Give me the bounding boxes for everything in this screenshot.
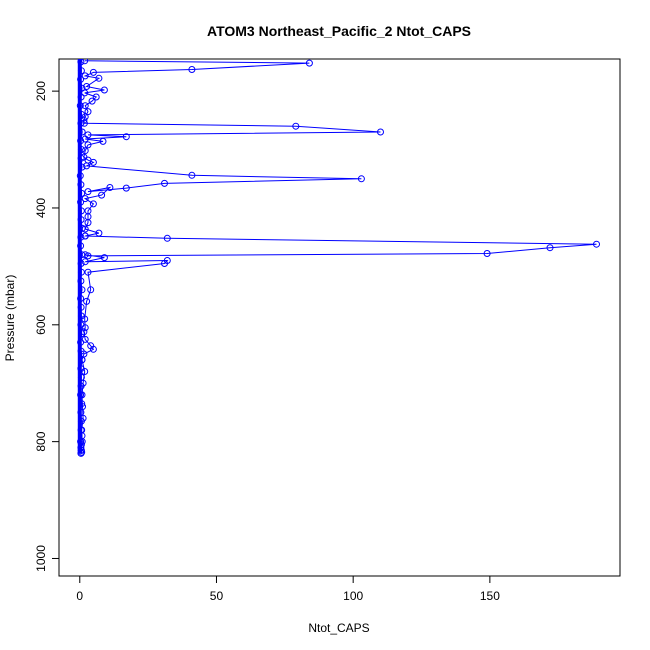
plot-area	[76, 59, 600, 457]
data-point	[81, 258, 89, 266]
x-tick-label: 100	[343, 589, 363, 603]
data-point	[89, 158, 97, 166]
data-point	[122, 184, 130, 192]
data-point	[377, 128, 384, 136]
plot-frame	[58, 58, 621, 577]
y-tick-label: 600	[34, 314, 48, 334]
data-point	[163, 234, 171, 242]
data-point	[81, 147, 89, 155]
data-point	[87, 286, 95, 294]
dense-data-band	[77, 59, 82, 454]
y-axis-label: Pressure (mbar)	[3, 275, 17, 362]
data-point	[89, 68, 97, 76]
data-point	[81, 195, 89, 203]
data-point	[92, 93, 100, 101]
x-axis-label: Ntot_CAPS	[308, 621, 369, 635]
data-point	[546, 244, 554, 252]
data-point	[83, 83, 91, 90]
y-axis: 200 400 600 800 1000	[34, 81, 60, 572]
data-point	[89, 345, 97, 353]
data-point	[122, 133, 130, 141]
data-point	[84, 141, 92, 149]
x-tick-label: 0	[76, 589, 83, 603]
y-tick-label: 1000	[34, 545, 48, 572]
data-point	[81, 232, 89, 240]
data-point	[83, 297, 91, 305]
data-point	[88, 97, 96, 105]
chart-title: ATOM3 Northeast_Pacific_2 Ntot_CAPS	[207, 23, 471, 39]
series-line-1	[80, 60, 597, 454]
y-tick-label: 400	[34, 198, 48, 218]
data-point	[98, 191, 106, 199]
data-point	[95, 74, 103, 82]
data-point	[81, 102, 89, 110]
data-point	[83, 162, 91, 170]
data-point	[188, 171, 196, 179]
x-axis: 0 50 100 150	[76, 575, 500, 603]
x-tick-label: 50	[210, 589, 224, 603]
data-point	[84, 188, 92, 196]
data-point	[161, 179, 168, 187]
data-point	[99, 137, 107, 145]
data-point	[81, 135, 89, 143]
data-point	[84, 108, 92, 116]
data-point	[81, 72, 89, 80]
data-point	[89, 200, 97, 208]
data-point	[100, 254, 108, 262]
data-point	[95, 229, 103, 237]
data-point	[593, 240, 600, 248]
data-point	[84, 219, 92, 227]
data-point	[106, 184, 114, 191]
data-point	[292, 122, 300, 130]
data-point	[483, 250, 491, 257]
data-point	[84, 268, 92, 276]
data-point	[305, 59, 313, 67]
data-point	[100, 86, 108, 94]
data-point	[357, 175, 365, 183]
x-tick-label: 150	[480, 589, 500, 603]
y-tick-label: 200	[34, 81, 48, 101]
data-point	[188, 66, 196, 73]
y-tick-label: 800	[34, 431, 48, 451]
data-point	[161, 260, 168, 267]
data-point	[81, 113, 89, 121]
